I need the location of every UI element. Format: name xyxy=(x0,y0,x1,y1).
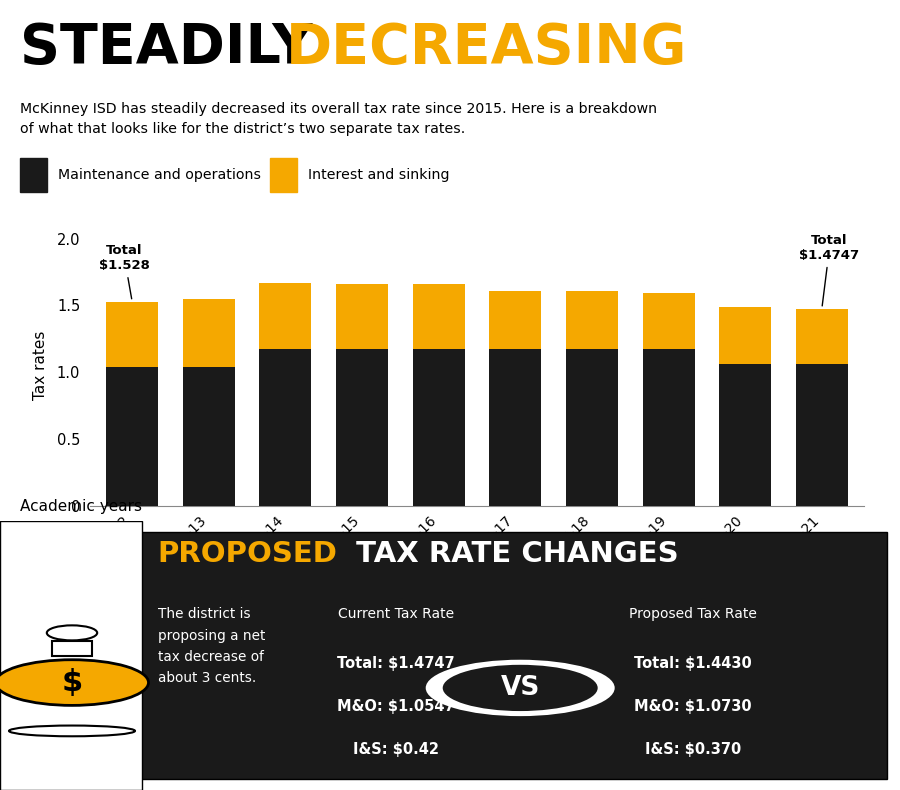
Bar xyxy=(336,284,388,349)
Bar xyxy=(106,302,158,367)
Text: Total
$1.4747: Total $1.4747 xyxy=(799,234,860,306)
Text: Current Tax Rate: Current Tax Rate xyxy=(338,608,454,622)
Text: M&O: $1.0547: M&O: $1.0547 xyxy=(338,698,454,713)
Text: McKinney ISD has steadily decreased its overall tax rate since 2015. Here is a b: McKinney ISD has steadily decreased its … xyxy=(20,103,657,137)
Bar xyxy=(566,291,618,349)
Bar xyxy=(270,158,297,192)
Text: I&S: $0.370: I&S: $0.370 xyxy=(645,742,741,757)
Text: Total: $1.4430: Total: $1.4430 xyxy=(634,656,752,671)
Bar xyxy=(412,349,464,506)
Circle shape xyxy=(0,660,148,705)
Circle shape xyxy=(47,626,97,641)
Y-axis label: Tax rates: Tax rates xyxy=(33,331,49,400)
Text: DECREASING: DECREASING xyxy=(286,21,688,75)
Text: The district is
proposing a net
tax decrease of
about 3 cents.: The district is proposing a net tax decr… xyxy=(158,608,265,685)
Text: TAX RATE CHANGES: TAX RATE CHANGES xyxy=(346,540,680,568)
Bar xyxy=(259,284,311,349)
Bar xyxy=(183,367,235,506)
Bar xyxy=(412,284,464,349)
Text: Academic years: Academic years xyxy=(20,499,142,514)
Circle shape xyxy=(426,660,615,716)
Text: Total: $1.4747: Total: $1.4747 xyxy=(338,656,454,671)
FancyBboxPatch shape xyxy=(140,532,886,779)
Ellipse shape xyxy=(9,725,135,736)
Text: Total
$1.528: Total $1.528 xyxy=(99,244,150,299)
FancyBboxPatch shape xyxy=(0,521,142,790)
Text: Proposed Tax Rate: Proposed Tax Rate xyxy=(629,608,757,622)
Bar xyxy=(106,367,158,506)
Bar xyxy=(20,158,47,192)
Bar xyxy=(719,307,771,364)
Bar xyxy=(490,349,542,506)
Circle shape xyxy=(443,665,598,711)
Bar xyxy=(796,309,848,364)
Text: Maintenance and operations: Maintenance and operations xyxy=(58,168,261,182)
Text: VS: VS xyxy=(500,675,540,701)
Bar xyxy=(183,299,235,367)
Bar xyxy=(566,349,618,506)
Text: $: $ xyxy=(61,668,83,697)
Bar xyxy=(490,291,542,349)
Bar xyxy=(643,293,695,349)
Text: STEADILY: STEADILY xyxy=(20,21,331,75)
Bar xyxy=(336,349,388,506)
Bar xyxy=(796,364,848,506)
Text: I&S: $0.42: I&S: $0.42 xyxy=(353,742,439,757)
Bar xyxy=(719,364,771,506)
Text: Interest and sinking: Interest and sinking xyxy=(308,168,449,182)
Bar xyxy=(259,349,311,506)
Bar xyxy=(643,349,695,506)
Bar xyxy=(52,641,92,656)
Text: M&O: $1.0730: M&O: $1.0730 xyxy=(634,698,752,713)
Text: PROPOSED: PROPOSED xyxy=(158,540,338,568)
